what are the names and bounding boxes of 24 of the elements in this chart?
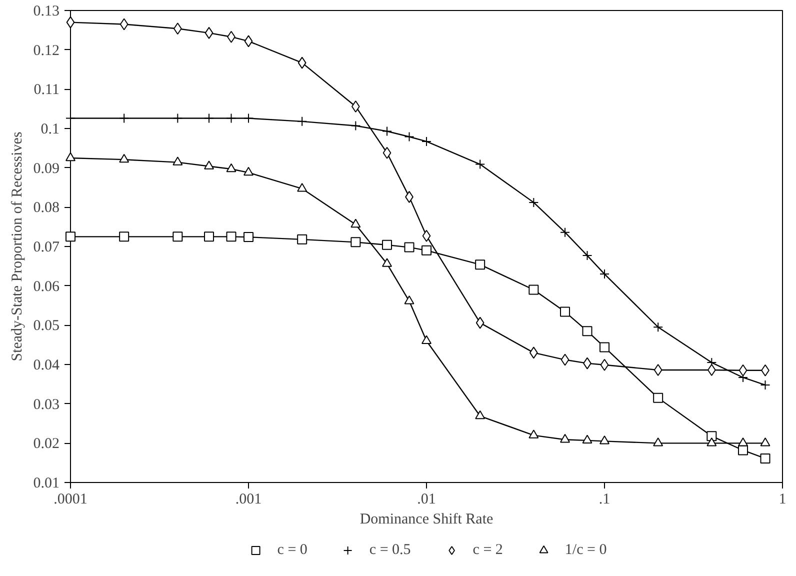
y-tick-label: 0.04 (33, 358, 60, 374)
y-tick-label: 0.11 (34, 82, 60, 98)
x-tick-label: .1 (598, 492, 610, 508)
y-tick-label: 0.02 (33, 436, 60, 452)
y-tick-label: 0.06 (33, 278, 60, 295)
legend-label: 1/c = 0 (564, 542, 607, 558)
x-tick-label: .0001 (54, 492, 88, 508)
x-tick-label: .01 (417, 492, 436, 508)
x-tick-label: 1 (778, 492, 786, 508)
x-tick-label: .001 (235, 492, 262, 508)
y-axis-title: Steady-State Proportion of Recessives (9, 132, 26, 362)
y-tick-label: 0.09 (33, 160, 60, 177)
legend-label: c = 2 (472, 542, 503, 558)
x-axis-title: Dominance Shift Rate (360, 512, 494, 528)
y-tick-label: 0.07 (33, 240, 60, 256)
y-tick-label: 0.13 (33, 4, 60, 20)
y-tick-label: 0.12 (33, 42, 60, 59)
y-tick-label: 0.03 (33, 396, 60, 413)
y-tick-label: 0.01 (33, 476, 60, 492)
legend-label: c = 0 (277, 542, 308, 558)
y-tick-label: 0.08 (33, 200, 60, 216)
y-tick-label: 0.1 (40, 122, 60, 138)
legend-label: c = 0.5 (369, 542, 411, 558)
y-tick-label: 0.05 (33, 318, 60, 334)
